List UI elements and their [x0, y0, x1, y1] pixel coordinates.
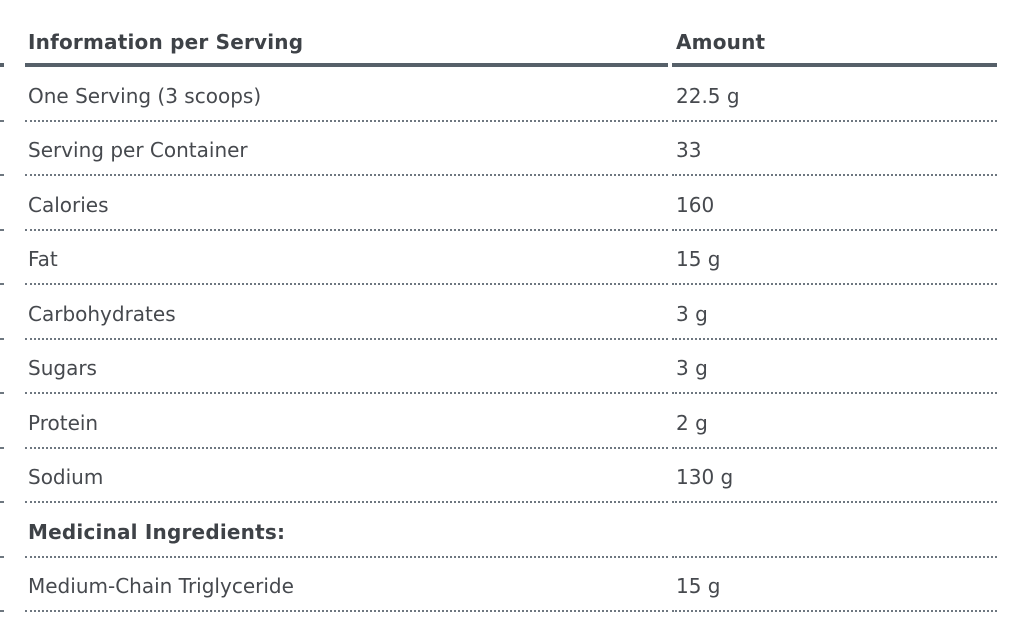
left-edge-tick: [0, 285, 4, 340]
row-label: Serving per Container: [28, 138, 248, 163]
row-amount-cell: 15 g: [672, 558, 997, 612]
column-header-amount-label: Amount: [676, 30, 766, 54]
row-amount: 33: [676, 138, 702, 163]
row-label-cell: One Serving (3 scoops): [25, 67, 668, 122]
row-label: Medicinal Ingredients:: [28, 519, 286, 544]
row-amount: 160: [676, 192, 715, 217]
left-edge-tick: [0, 67, 4, 122]
row-label: One Serving (3 scoops): [28, 83, 262, 108]
row-label: Sodium: [28, 465, 104, 490]
row-label-cell: Sugars: [25, 340, 668, 394]
row-label-cell: Medium-Chain Triglyceride: [25, 558, 668, 612]
table-body: One Serving (3 scoops) 22.5 g Serving pe…: [0, 67, 997, 612]
row-amount: 22.5 g: [676, 83, 740, 108]
table-header-row: Information per Serving Amount: [0, 0, 997, 67]
column-header-amount: Amount: [672, 0, 997, 67]
left-edge-tick: [0, 176, 4, 231]
table-row: One Serving (3 scoops) 22.5 g: [0, 67, 997, 122]
row-amount-cell: 15 g: [672, 231, 997, 285]
table-row: Sugars 3 g: [0, 340, 997, 394]
row-amount: 15 g: [676, 247, 721, 272]
left-edge-tick: [0, 558, 4, 612]
row-label-cell: Medicinal Ingredients:: [25, 503, 668, 558]
row-label-cell: Serving per Container: [25, 122, 668, 176]
table-row: Medium-Chain Triglyceride 15 g: [0, 558, 997, 612]
row-amount: 130 g: [676, 465, 734, 490]
row-label-cell: Sodium: [25, 449, 668, 503]
row-label-cell: Fat: [25, 231, 668, 285]
left-edge-tick: [0, 394, 4, 449]
row-amount: 3 g: [676, 356, 708, 381]
row-label: Calories: [28, 192, 109, 217]
row-label: Protein: [28, 410, 99, 435]
row-amount-cell: 160: [672, 176, 997, 231]
column-header-information-label: Information per Serving: [28, 30, 304, 54]
row-amount-cell: 130 g: [672, 449, 997, 503]
nutrition-table: Information per Serving Amount One Servi…: [0, 0, 997, 612]
table-row: Sodium 130 g: [0, 449, 997, 503]
row-amount-cell: 3 g: [672, 285, 997, 340]
column-header-information: Information per Serving: [25, 0, 668, 67]
row-label-cell: Calories: [25, 176, 668, 231]
row-label-cell: Protein: [25, 394, 668, 449]
table-row: Protein 2 g: [0, 394, 997, 449]
row-amount-cell: 33: [672, 122, 997, 176]
left-edge-tick: [0, 122, 4, 176]
row-amount-cell: 2 g: [672, 394, 997, 449]
row-amount: 15 g: [676, 574, 721, 599]
left-edge-tick: [0, 231, 4, 285]
row-label-cell: Carbohydrates: [25, 285, 668, 340]
table-row: Medicinal Ingredients:: [0, 503, 997, 558]
row-label: Sugars: [28, 356, 97, 381]
row-amount-cell: [672, 503, 997, 558]
row-label: Fat: [28, 247, 58, 272]
row-amount: 2 g: [676, 410, 708, 435]
row-amount: 3 g: [676, 301, 708, 326]
left-edge-tick: [0, 449, 4, 503]
row-label: Carbohydrates: [28, 301, 176, 326]
table-row: Carbohydrates 3 g: [0, 285, 997, 340]
table-row: Serving per Container 33: [0, 122, 997, 176]
left-edge-tick: [0, 503, 4, 558]
row-amount-cell: 3 g: [672, 340, 997, 394]
table-row: Fat 15 g: [0, 231, 997, 285]
table-row: Calories 160: [0, 176, 997, 231]
left-edge-tick: [0, 340, 4, 394]
left-edge-tick: [0, 0, 4, 67]
row-amount-cell: 22.5 g: [672, 67, 997, 122]
row-label: Medium-Chain Triglyceride: [28, 574, 294, 599]
